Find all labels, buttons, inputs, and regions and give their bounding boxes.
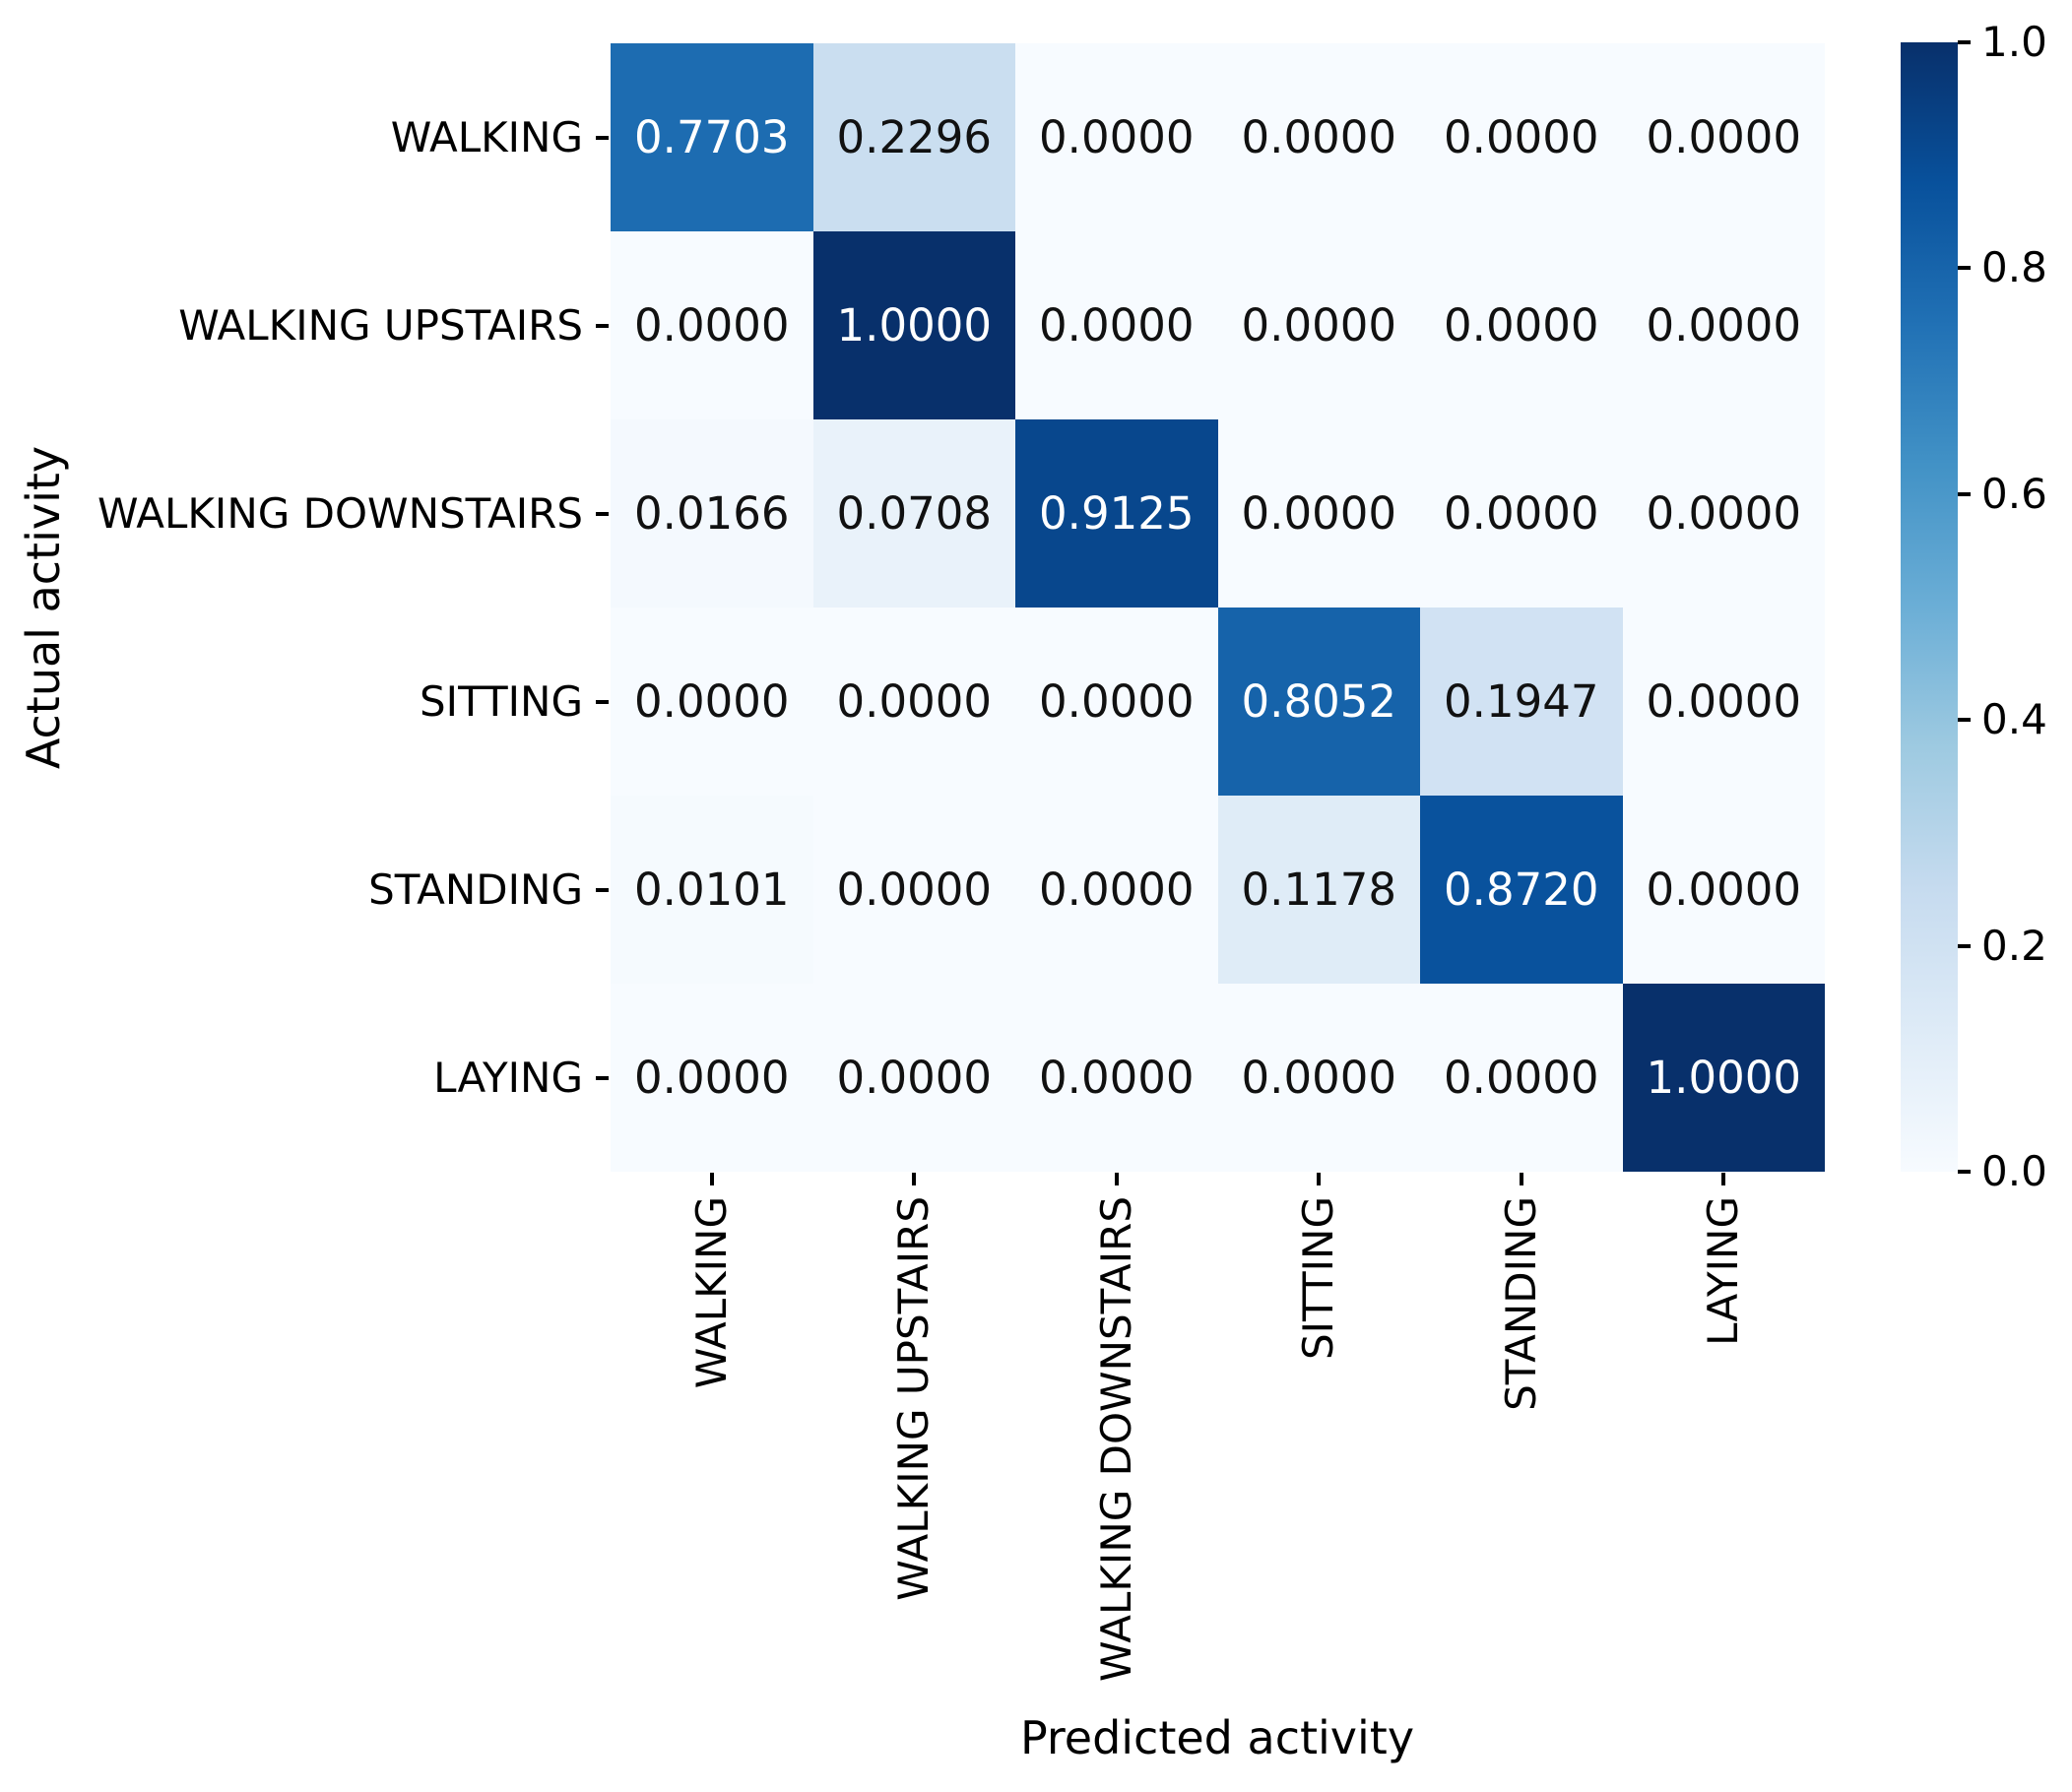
heatmap-cell: 0.0000 — [1622, 608, 1825, 796]
y-tick-mark — [596, 511, 609, 516]
heatmap-cell: 0.0000 — [611, 231, 813, 419]
heatmap-cell: 0.0000 — [1015, 43, 1218, 231]
x-tick-mark — [1317, 1173, 1322, 1185]
heatmap-cell: 0.0000 — [1217, 231, 1420, 419]
x-tick-mark — [1114, 1173, 1119, 1185]
x-tick-mark — [1519, 1173, 1523, 1185]
colorbar-tick-mark — [1958, 266, 1971, 271]
y-tick-label: SITTING — [420, 676, 583, 726]
x-tick-label: LAYING — [1699, 1196, 1748, 1346]
heatmap-cell: 0.0000 — [611, 984, 813, 1172]
y-tick-mark — [596, 1075, 609, 1080]
heatmap-cell: 0.8052 — [1217, 608, 1420, 796]
heatmap-grid: 0.7703 0.2296 0.0000 0.0000 0.0000 0.0000 0.00… — [611, 43, 1825, 1172]
y-tick-label: WALKING — [390, 112, 583, 161]
heatmap-cell: 0.8720 — [1420, 796, 1623, 984]
heatmap-cell: 0.0000 — [1015, 796, 1218, 984]
heatmap-cell: 0.0708 — [812, 419, 1015, 608]
colorbar-tick-mark — [1958, 1170, 1971, 1174]
heatmap-cell: 0.0166 — [611, 419, 813, 608]
colorbar-tick-label: 0.8 — [1981, 243, 2047, 292]
heatmap-cell: 1.0000 — [812, 231, 1015, 419]
colorbar-tick-mark — [1958, 943, 1971, 948]
x-tick-mark — [912, 1173, 917, 1185]
y-tick-label: WALKING DOWNSTAIRS — [97, 488, 583, 538]
heatmap-cell: 0.0000 — [812, 608, 1015, 796]
colorbar-tick-label: 1.0 — [1981, 18, 2047, 66]
heatmap-cell: 0.9125 — [1015, 419, 1218, 608]
y-tick-mark — [596, 135, 609, 140]
heatmap-cell: 0.0000 — [1217, 43, 1420, 231]
y-tick-label: LAYING — [433, 1053, 583, 1102]
colorbar-tick-mark — [1958, 718, 1971, 723]
heatmap-cell: 0.0000 — [1420, 43, 1623, 231]
heatmap-cell: 0.0000 — [1622, 796, 1825, 984]
x-axis-label: Predicted activity — [1019, 1711, 1415, 1764]
y-tick-label: WALKING UPSTAIRS — [178, 300, 583, 350]
colorbar-tick-label: 0.4 — [1981, 695, 2047, 744]
colorbar-tick-mark — [1958, 491, 1971, 496]
x-tick-mark — [1721, 1173, 1726, 1185]
heatmap-cell: 0.0000 — [1015, 984, 1218, 1172]
x-tick-label: SITTING — [1294, 1196, 1343, 1360]
x-tick-label: WALKING UPSTAIRS — [889, 1196, 939, 1601]
heatmap-cell: 1.0000 — [1622, 984, 1825, 1172]
heatmap-cell: 0.0000 — [1622, 419, 1825, 608]
colorbar-tick-mark — [1958, 40, 1971, 44]
colorbar-tick-label: 0.0 — [1981, 1147, 2047, 1195]
heatmap-cell: 0.0000 — [1420, 231, 1623, 419]
heatmap-cell: 0.0000 — [812, 984, 1015, 1172]
heatmap-cell: 0.0000 — [1217, 419, 1420, 608]
heatmap-cell: 0.0000 — [1622, 43, 1825, 231]
y-tick-mark — [596, 323, 609, 328]
x-tick-mark — [709, 1173, 714, 1185]
heatmap-cell: 0.1947 — [1420, 608, 1623, 796]
x-tick-label: WALKING — [686, 1196, 736, 1389]
heatmap-cell: 0.0000 — [1420, 984, 1623, 1172]
x-tick-label: WALKING DOWNSTAIRS — [1091, 1196, 1140, 1682]
y-tick-mark — [596, 699, 609, 704]
heatmap-cell: 0.0000 — [611, 608, 813, 796]
heatmap-cell: 0.0000 — [1420, 419, 1623, 608]
heatmap-cell: 0.0000 — [1015, 608, 1218, 796]
colorbar — [1901, 42, 1958, 1172]
y-tick-mark — [596, 887, 609, 892]
x-tick-label: STANDING — [1496, 1196, 1545, 1411]
heatmap-cell: 0.7703 — [611, 43, 813, 231]
colorbar-tick-label: 0.6 — [1981, 469, 2047, 518]
heatmap-cell: 0.0000 — [1217, 984, 1420, 1172]
heatmap-cell: 0.0000 — [1622, 231, 1825, 419]
heatmap-cell: 0.0000 — [812, 796, 1015, 984]
heatmap-cell: 0.1178 — [1217, 796, 1420, 984]
heatmap-cell: 0.0101 — [611, 796, 813, 984]
y-tick-label: STANDING — [368, 864, 583, 914]
heatmap-cell: 0.2296 — [812, 43, 1015, 231]
heatmap-cell: 0.0000 — [1015, 231, 1218, 419]
colorbar-tick-label: 0.2 — [1981, 921, 2047, 970]
